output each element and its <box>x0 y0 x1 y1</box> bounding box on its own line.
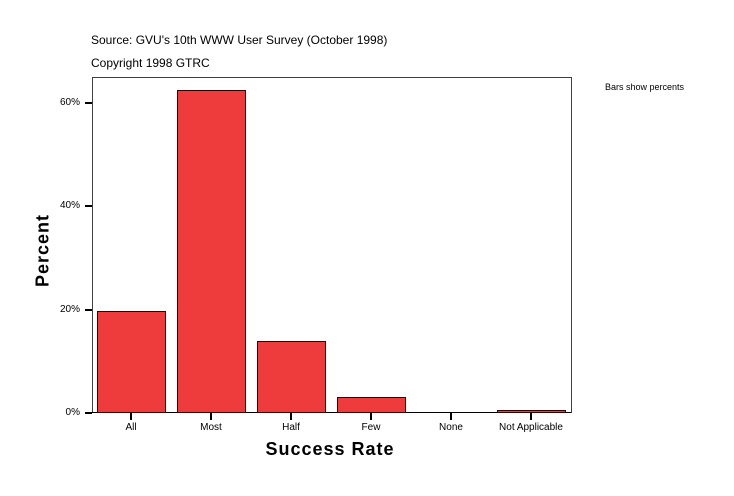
x-tick <box>450 413 452 420</box>
x-tick-label: None <box>439 422 463 433</box>
y-tick-60 <box>85 102 92 104</box>
y-tick-label: 60% <box>59 97 80 108</box>
y-tick-label: 20% <box>59 304 80 315</box>
x-tick <box>130 413 132 420</box>
x-axis-line <box>85 412 571 413</box>
bar-half <box>257 341 326 413</box>
y-tick-20 <box>85 309 92 311</box>
y-tick-label: 40% <box>59 200 80 211</box>
y-axis-title: Percent <box>32 213 53 288</box>
bar-few <box>337 397 406 413</box>
x-tick-label: Half <box>282 422 300 433</box>
x-tick <box>530 413 532 420</box>
x-tick-label: All <box>125 422 137 433</box>
plot-area <box>92 77 572 413</box>
x-tick <box>290 413 292 420</box>
bar-not-applicable <box>497 410 566 413</box>
x-tick <box>370 413 372 420</box>
bar-all <box>97 311 166 413</box>
y-tick-label: 0% <box>65 407 80 418</box>
bar-most <box>177 90 246 413</box>
y-tick-40 <box>85 205 92 207</box>
x-tick-label: Few <box>361 422 381 433</box>
x-tick-label: Not Applicable <box>499 422 563 433</box>
copyright-caption: Copyright 1998 GTRC <box>91 56 210 70</box>
source-caption: Source: GVU's 10th WWW User Survey (Octo… <box>91 33 388 47</box>
bars-note: Bars show percents <box>605 82 685 92</box>
x-tick <box>210 413 212 420</box>
x-axis-title: Success Rate <box>265 439 395 459</box>
y-tick-0 <box>85 412 92 414</box>
x-tick-label: Most <box>200 422 222 433</box>
